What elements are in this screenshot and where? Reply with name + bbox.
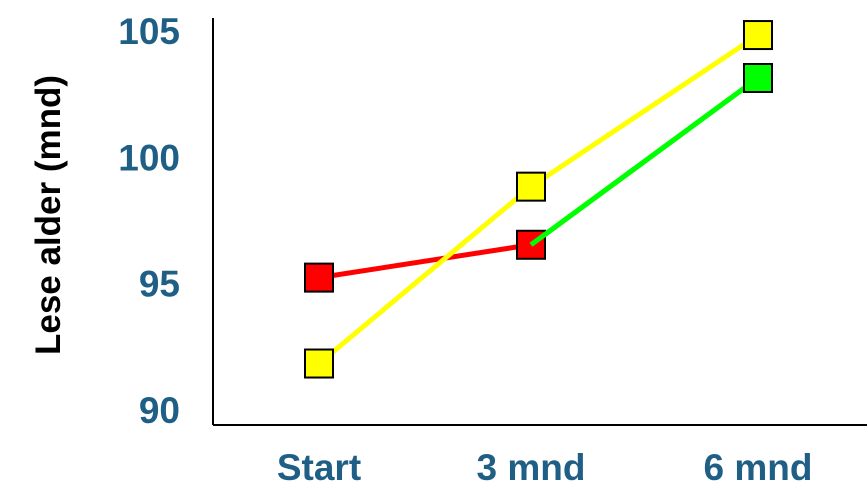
data-point-marker	[743, 63, 773, 94]
y-tick-label: 95	[139, 264, 180, 305]
series-line-1	[318, 242, 532, 281]
x-tick-label: Start	[277, 447, 361, 488]
x-tick-label: 6 mnd	[704, 447, 813, 488]
data-markers	[304, 20, 773, 379]
chart-axes	[212, 18, 867, 426]
y-tick-label: 90	[139, 390, 180, 431]
tick-labels: 90 95 100 105 Start 3 mnd 6 mnd	[118, 11, 812, 488]
x-tick-label: 3 mnd	[477, 447, 586, 488]
y-axis-label: Lese alder (mnd)	[29, 75, 68, 355]
y-tick-label: 105	[118, 11, 180, 52]
data-point-marker	[304, 262, 334, 293]
y-tick-label: 100	[118, 137, 180, 178]
data-point-marker	[304, 348, 334, 379]
data-point-marker	[743, 20, 773, 51]
data-point-marker	[516, 171, 546, 202]
series-line-2-overlay	[529, 75, 760, 247]
